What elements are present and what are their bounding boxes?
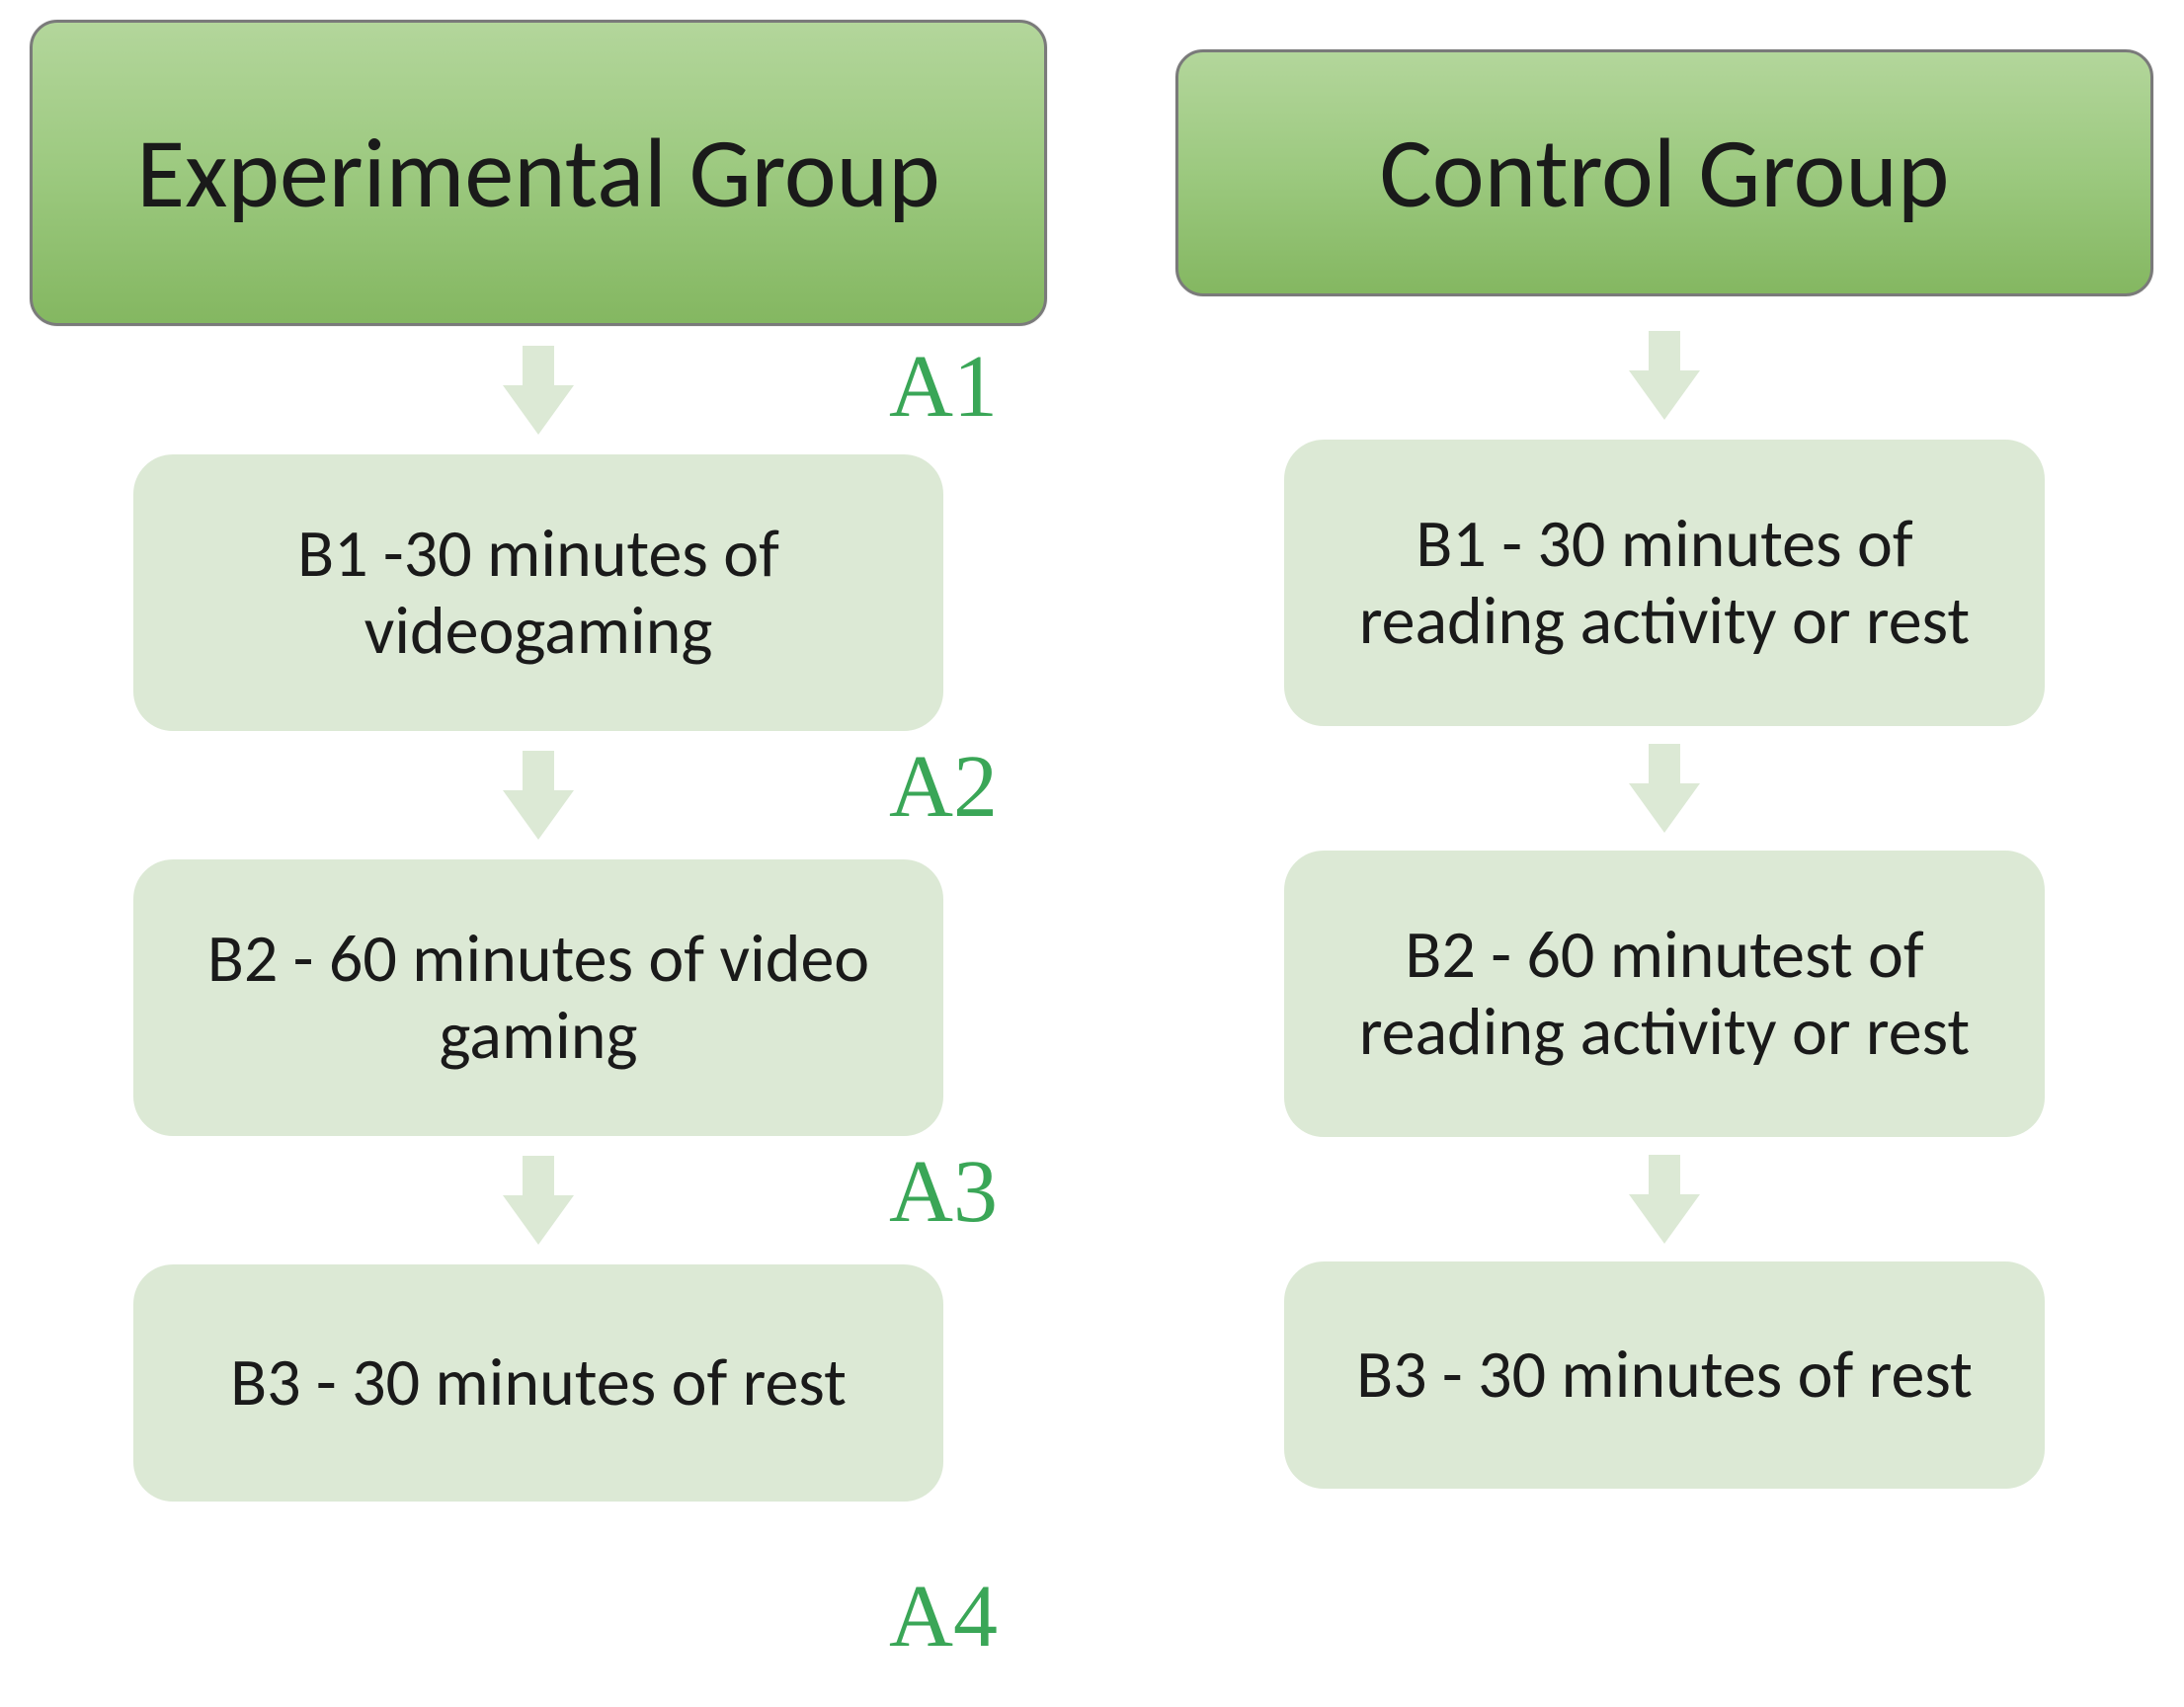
left-step-b3-text: B3 - 30 minutes of rest xyxy=(230,1344,847,1422)
right-header: Control Group xyxy=(1175,49,2153,296)
arrow-icon xyxy=(503,751,574,840)
phase-label-a3: A3 xyxy=(889,1141,998,1243)
phase-label-a1-text: A1 xyxy=(889,338,998,436)
right-step-b2-text: B2 - 60 minutest of reading activity or … xyxy=(1324,917,2005,1071)
left-step-b1: B1 -30 minutes of videogaming xyxy=(133,454,943,731)
phase-label-a1: A1 xyxy=(889,336,998,438)
left-step-b2: B2 - 60 minutes of video gaming xyxy=(133,859,943,1136)
phase-label-a2-text: A2 xyxy=(889,738,998,836)
left-header-text: Experimental Group xyxy=(136,119,939,227)
left-header: Experimental Group xyxy=(30,20,1047,326)
right-column: Control Group B1 - 30 minutes of reading… xyxy=(1175,49,2153,1489)
phase-label-a2: A2 xyxy=(889,736,998,838)
right-step-b2: B2 - 60 minutest of reading activity or … xyxy=(1284,851,2045,1137)
arrow-icon xyxy=(1629,744,1700,833)
arrow-icon xyxy=(503,346,574,435)
right-step-b3-text: B3 - 30 minutes of rest xyxy=(1356,1337,1973,1414)
left-step-b1-text: B1 -30 minutes of videogaming xyxy=(173,516,904,670)
arrow-icon xyxy=(503,1156,574,1245)
arrow-icon xyxy=(1629,1155,1700,1244)
diagram-container: Experimental Group B1 -30 minutes of vid… xyxy=(0,0,2184,1707)
right-header-text: Control Group xyxy=(1380,119,1950,227)
right-step-b3: B3 - 30 minutes of rest xyxy=(1284,1261,2045,1489)
arrow-icon xyxy=(1629,331,1700,420)
left-step-b2-text: B2 - 60 minutes of video gaming xyxy=(173,921,904,1075)
phase-label-a4: A4 xyxy=(889,1566,998,1667)
right-step-b1: B1 - 30 minutes of reading activity or r… xyxy=(1284,440,2045,726)
right-step-b1-text: B1 - 30 minutes of reading activity or r… xyxy=(1324,506,2005,660)
phase-label-a3-text: A3 xyxy=(889,1143,998,1241)
phase-label-a4-text: A4 xyxy=(889,1568,998,1666)
left-step-b3: B3 - 30 minutes of rest xyxy=(133,1264,943,1502)
